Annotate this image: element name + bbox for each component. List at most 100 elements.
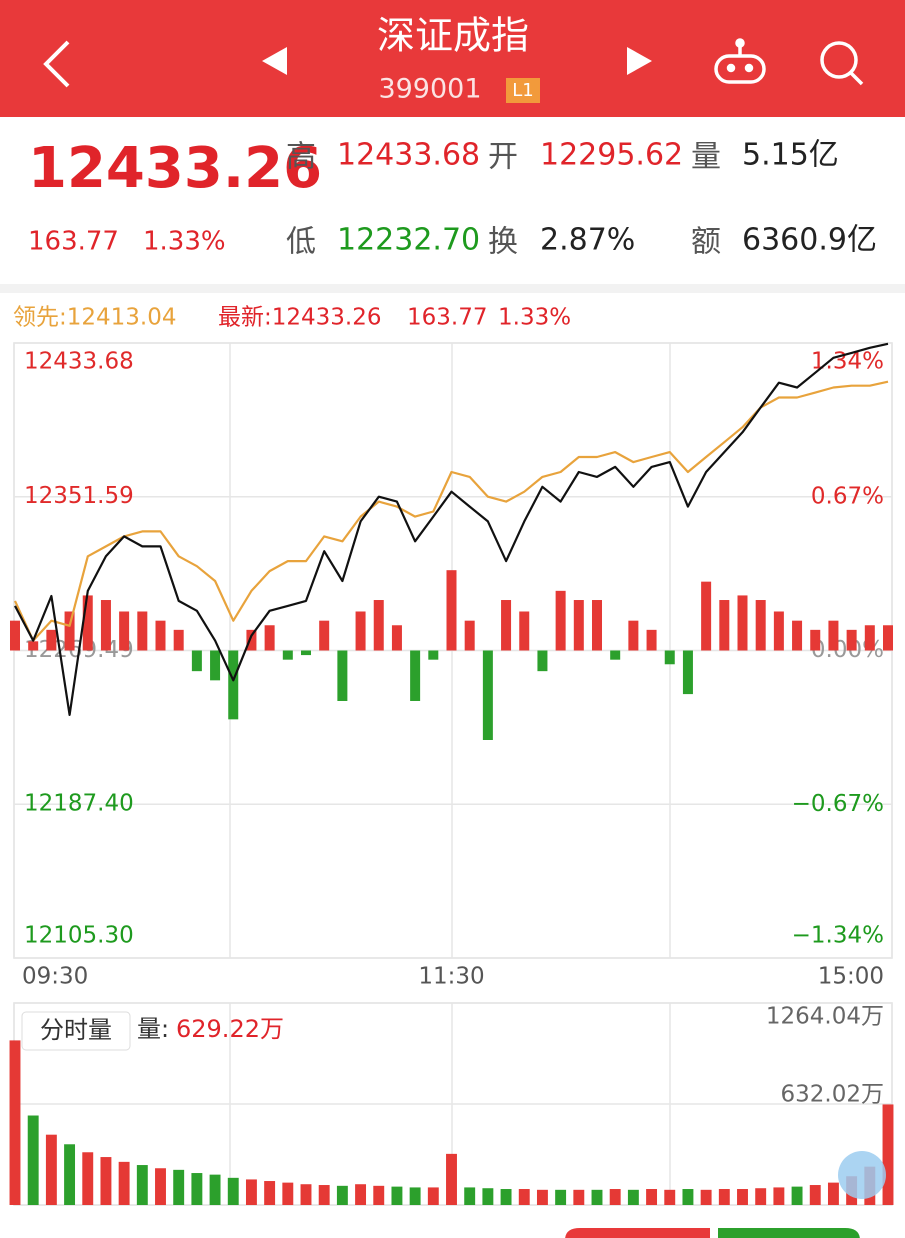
volume-bar xyxy=(809,1185,821,1205)
label: 额 xyxy=(691,225,721,260)
diff-bar xyxy=(664,650,675,665)
volume-bar xyxy=(173,1169,185,1205)
volume-bar xyxy=(264,1181,276,1205)
diff-bar xyxy=(573,600,584,651)
volume-bar xyxy=(627,1189,639,1205)
legend-leading: 领先:12413.04 xyxy=(13,305,177,331)
diff-bar xyxy=(82,595,93,651)
label: 高 xyxy=(286,140,316,175)
back-button[interactable] xyxy=(43,40,70,88)
diff-bar xyxy=(210,650,221,681)
volume-bar xyxy=(409,1187,421,1205)
percent: 1.33% xyxy=(143,227,226,257)
diff-bar xyxy=(319,620,330,651)
diff-bar xyxy=(282,650,293,660)
y-tick-label: 12351.59 xyxy=(24,483,134,509)
volume-bar xyxy=(827,1182,839,1205)
x-tick-label: 11:30 xyxy=(418,964,484,990)
badge: L1 xyxy=(512,80,533,101)
diff-bar xyxy=(773,611,784,651)
volume-button-text: 分时量 xyxy=(40,1016,112,1044)
diff-bar xyxy=(610,650,621,660)
volume-bar xyxy=(27,1115,39,1205)
volume-bar xyxy=(391,1186,403,1205)
diff-bar xyxy=(173,629,184,651)
diff-bar xyxy=(828,620,839,651)
volume-bar xyxy=(373,1185,385,1205)
volume-button[interactable] xyxy=(21,1011,131,1051)
volume-value: 629.22万 xyxy=(176,1015,284,1043)
value: 5.15亿 xyxy=(742,138,839,173)
volume-bar xyxy=(646,1189,658,1205)
separator xyxy=(0,284,905,293)
diff-bar xyxy=(373,600,384,651)
diff-bar xyxy=(882,625,894,651)
y2-tick-label: −1.34% xyxy=(792,923,884,949)
legend-percent: 1.33% xyxy=(498,305,571,331)
volume-bar xyxy=(82,1152,94,1205)
diff-bar xyxy=(719,600,730,651)
price-line xyxy=(14,342,889,716)
label: 开 xyxy=(488,140,518,175)
diff-bar xyxy=(501,600,512,651)
sell-button[interactable] xyxy=(565,1228,710,1238)
search-icon[interactable] xyxy=(820,41,864,86)
volume-bar xyxy=(227,1177,239,1205)
volume-bar xyxy=(446,1153,457,1205)
x-tick-label: 15:00 xyxy=(818,964,884,990)
diff-bar xyxy=(792,620,803,651)
price-line xyxy=(14,380,889,642)
diff-bar xyxy=(755,600,766,651)
diff-bar xyxy=(446,570,457,651)
price: 12433.26 xyxy=(28,136,322,201)
diff-bar xyxy=(46,629,57,651)
diff-bar xyxy=(391,625,402,651)
diff-bar xyxy=(555,590,566,651)
value: 12232.70 xyxy=(337,223,480,258)
volume-bar xyxy=(136,1165,148,1205)
robot-icon[interactable] xyxy=(714,38,766,84)
volume-bar xyxy=(336,1185,348,1205)
prev-button[interactable] xyxy=(262,47,287,75)
volume-bar xyxy=(518,1189,530,1205)
volume-label: 量: xyxy=(137,1015,169,1043)
value: 2.87% xyxy=(540,223,635,258)
y-tick-label: 1264.04万 xyxy=(766,1004,884,1030)
label: 换 xyxy=(488,225,518,260)
volume-bar xyxy=(791,1186,803,1205)
y2-tick-label: −0.67% xyxy=(792,791,884,817)
volume-bar xyxy=(755,1188,767,1205)
diff-bar xyxy=(464,620,475,651)
diff-bar xyxy=(864,625,875,651)
volume-bar xyxy=(482,1188,494,1205)
volume-bar xyxy=(300,1184,312,1205)
next-button[interactable] xyxy=(627,47,652,75)
diff-bar xyxy=(737,595,748,651)
volume-bar xyxy=(682,1189,694,1205)
volume-bar xyxy=(9,1040,21,1205)
change: 163.77 xyxy=(28,227,119,257)
volume-bar xyxy=(355,1184,367,1205)
diff-bar xyxy=(119,611,130,651)
volume-bar xyxy=(555,1189,567,1205)
title: 深证成指 xyxy=(377,14,529,58)
diff-bar xyxy=(137,611,148,651)
volume-bar xyxy=(700,1189,712,1205)
y-tick-label: 632.02万 xyxy=(781,1082,884,1108)
diff-bar xyxy=(591,600,603,651)
y-tick-label: 12187.40 xyxy=(24,791,134,817)
volume-bar xyxy=(45,1134,57,1205)
volume-bar xyxy=(573,1189,585,1205)
volume-bar xyxy=(737,1189,748,1205)
float-button[interactable] xyxy=(838,1151,886,1199)
buy-button[interactable] xyxy=(718,1228,860,1238)
header-bar xyxy=(0,0,905,117)
diff-bar xyxy=(701,581,712,651)
volume-bar xyxy=(882,1104,894,1205)
chart-layer: 12105.3012187.4012269.4912351.5912433.68… xyxy=(9,342,894,1205)
diff-bar xyxy=(264,625,275,651)
volume-bar xyxy=(773,1187,785,1205)
diff-bar xyxy=(646,629,657,651)
y2-tick-label: 1.34% xyxy=(811,349,884,375)
